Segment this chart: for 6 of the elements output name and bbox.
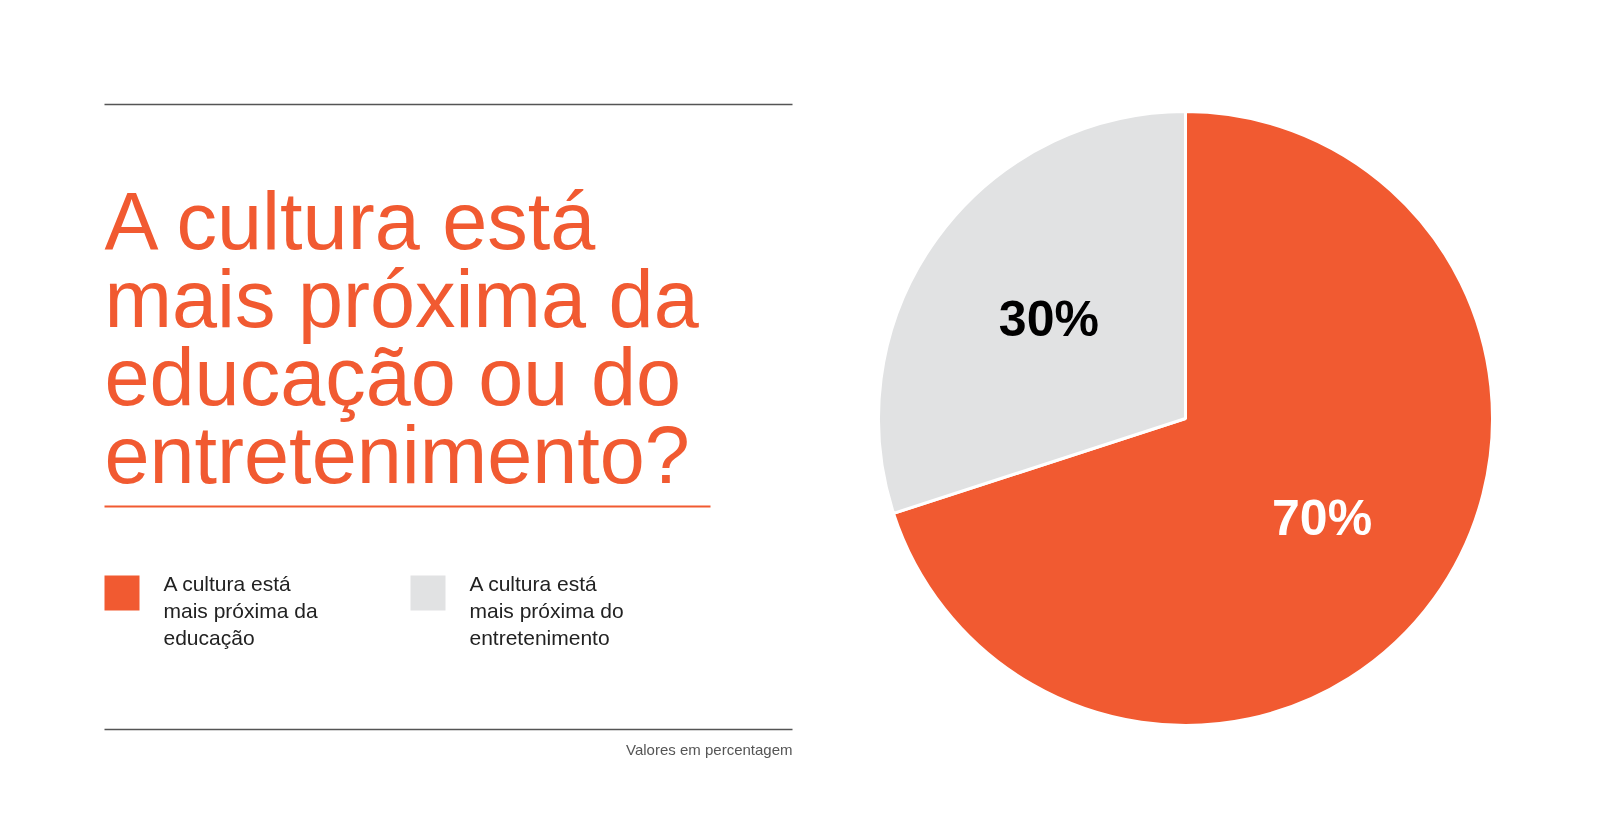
text: A cultura está mais próxima da educação ou do entretenimento? bbox=[104, 175, 700, 500]
legend-label: A cultura está mais próxima da educação bbox=[163, 572, 318, 650]
data-label: 70% bbox=[1272, 489, 1373, 546]
text: Valores em percentagem bbox=[626, 741, 793, 759]
data-label: 30% bbox=[998, 291, 1099, 348]
legend-label: A cultura está mais próxima do entretenimento bbox=[469, 572, 624, 650]
